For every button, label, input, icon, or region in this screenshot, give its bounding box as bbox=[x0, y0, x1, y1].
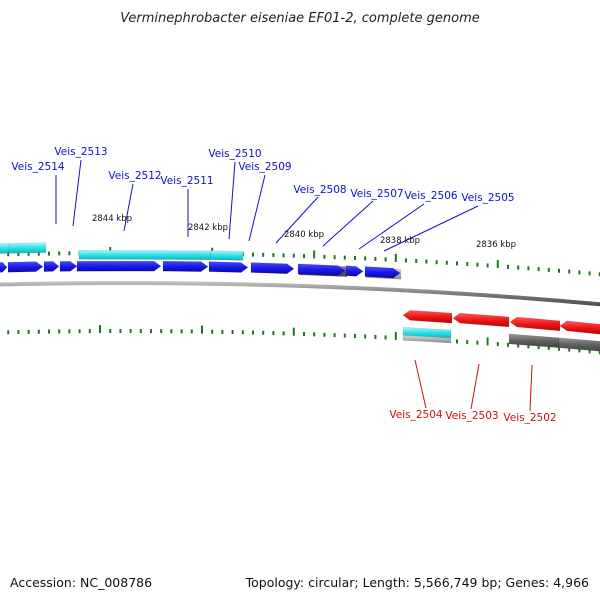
label-leader-lines bbox=[55, 159, 533, 412]
forward-cds-arrow bbox=[0, 261, 8, 273]
scale-labels: 2844 kbp 2842 kbp 2840 kbp 2838 kbp 2836 kbp bbox=[92, 214, 516, 250]
label-leader-line bbox=[72, 159, 82, 227]
grey-feature bbox=[508, 333, 560, 349]
forward-cds-arrow bbox=[76, 260, 162, 272]
reverse-cds-arrow bbox=[402, 309, 453, 324]
gene-label-forward: Veis_2508 bbox=[293, 184, 346, 196]
accession-text: Accession: NC_008786 bbox=[10, 575, 152, 590]
gene-label-forward: Veis_2505 bbox=[461, 192, 514, 204]
gene-label-forward: Veis_2514 bbox=[11, 161, 65, 173]
label-leader-line bbox=[383, 205, 479, 252]
forward-cds-arrow bbox=[59, 260, 78, 272]
forward-cds-arrow bbox=[43, 261, 60, 272]
gene-feature-tracks bbox=[0, 242, 600, 352]
label-leader-line bbox=[470, 363, 480, 410]
gene-label-forward: Veis_2512 bbox=[108, 170, 161, 182]
rna-feature bbox=[210, 250, 244, 261]
reverse-cds-arrow bbox=[559, 320, 600, 335]
gene-label-forward: Veis_2509 bbox=[238, 161, 291, 173]
label-leader-line bbox=[414, 359, 427, 409]
rna-feature bbox=[8, 242, 47, 254]
label-leader-line bbox=[123, 183, 134, 232]
gene-label-forward: Veis_2507 bbox=[350, 188, 403, 200]
scale-label: 2840 kbp bbox=[284, 230, 324, 240]
label-leader-line bbox=[358, 203, 425, 250]
forward-cds-arrow bbox=[297, 263, 346, 276]
genome-summary-text: Topology: circular; Length: 5,566,749 bp… bbox=[245, 575, 589, 590]
light-grey-feature bbox=[402, 334, 452, 344]
rna-feature bbox=[0, 242, 10, 254]
label-leader-line bbox=[248, 174, 266, 242]
genome-backbone bbox=[0, 281, 600, 307]
forward-cds-arrow bbox=[364, 266, 401, 279]
gene-label-reverse: Veis_2504 bbox=[389, 409, 443, 421]
scale-label: 2838 kbp bbox=[380, 236, 420, 246]
reverse-cds-arrow bbox=[509, 316, 561, 332]
gene-label-forward: Veis_2506 bbox=[404, 190, 458, 202]
forward-cds-arrow bbox=[345, 265, 364, 277]
reverse-cds-arrow bbox=[452, 312, 510, 328]
forward-cds-arrow bbox=[162, 260, 209, 272]
gene-label-forward: Veis_2513 bbox=[54, 146, 107, 158]
label-leader-line bbox=[228, 161, 236, 240]
grey-feature bbox=[558, 337, 600, 352]
gene-label-forward: Veis_2511 bbox=[160, 175, 213, 187]
forward-cds-arrow bbox=[208, 261, 249, 273]
scale-label: 2844 kbp bbox=[92, 214, 132, 224]
label-leader-line bbox=[322, 200, 374, 247]
gene-label-forward: Veis_2510 bbox=[208, 148, 261, 160]
scale-label: 2836 kbp bbox=[476, 240, 516, 250]
backbone-band bbox=[0, 281, 600, 307]
genome-title: Verminephrobacter eiseniae EF01-2, compl… bbox=[120, 11, 479, 26]
gene-label-reverse: Veis_2503 bbox=[445, 410, 498, 422]
scale-label: 2842 kbp bbox=[188, 223, 228, 233]
label-leader-line bbox=[529, 364, 533, 412]
forward-cds-arrow bbox=[250, 262, 295, 275]
rna-feature bbox=[78, 249, 212, 261]
gene-label-reverse: Veis_2502 bbox=[503, 412, 556, 424]
label-leader-line bbox=[275, 196, 319, 244]
forward-cds-arrow bbox=[7, 261, 44, 273]
